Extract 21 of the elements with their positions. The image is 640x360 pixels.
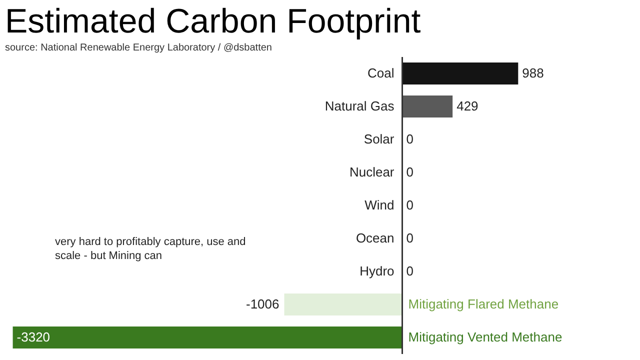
y-tick-label: Coal	[368, 66, 394, 80]
data-label: 0	[406, 132, 414, 146]
y-tick-label: Natural Gas	[324, 98, 395, 114]
data-label: 0	[406, 230, 414, 246]
data-label: 0	[406, 264, 414, 278]
data-label: 988	[522, 66, 544, 80]
annotation: very hard to profitably capture, use and scale - but Mining can	[55, 236, 246, 262]
data-label: -3320	[16, 330, 50, 344]
data-label: 0	[406, 198, 414, 212]
chart-title: Estimated Carbon Footprint	[5, 2, 422, 40]
chart-subtitle: source: National Renewable Energy Laboratory / @dsbatten	[5, 42, 272, 54]
y-tick-label: Wind	[364, 198, 394, 212]
data-label: 429	[456, 98, 478, 114]
y-tick-label: Solar	[364, 132, 395, 146]
y-tick-label: Ocean	[356, 230, 394, 246]
data-label: -1006	[246, 296, 280, 312]
y-tick-label: Hydro	[360, 264, 394, 278]
y-tick-label: Mitigating Vented Methane	[408, 330, 562, 344]
data-label: 0	[406, 164, 414, 180]
y-tick-label: Nuclear	[349, 164, 395, 180]
y-tick-label: Mitigating Flared Methane	[408, 296, 559, 312]
